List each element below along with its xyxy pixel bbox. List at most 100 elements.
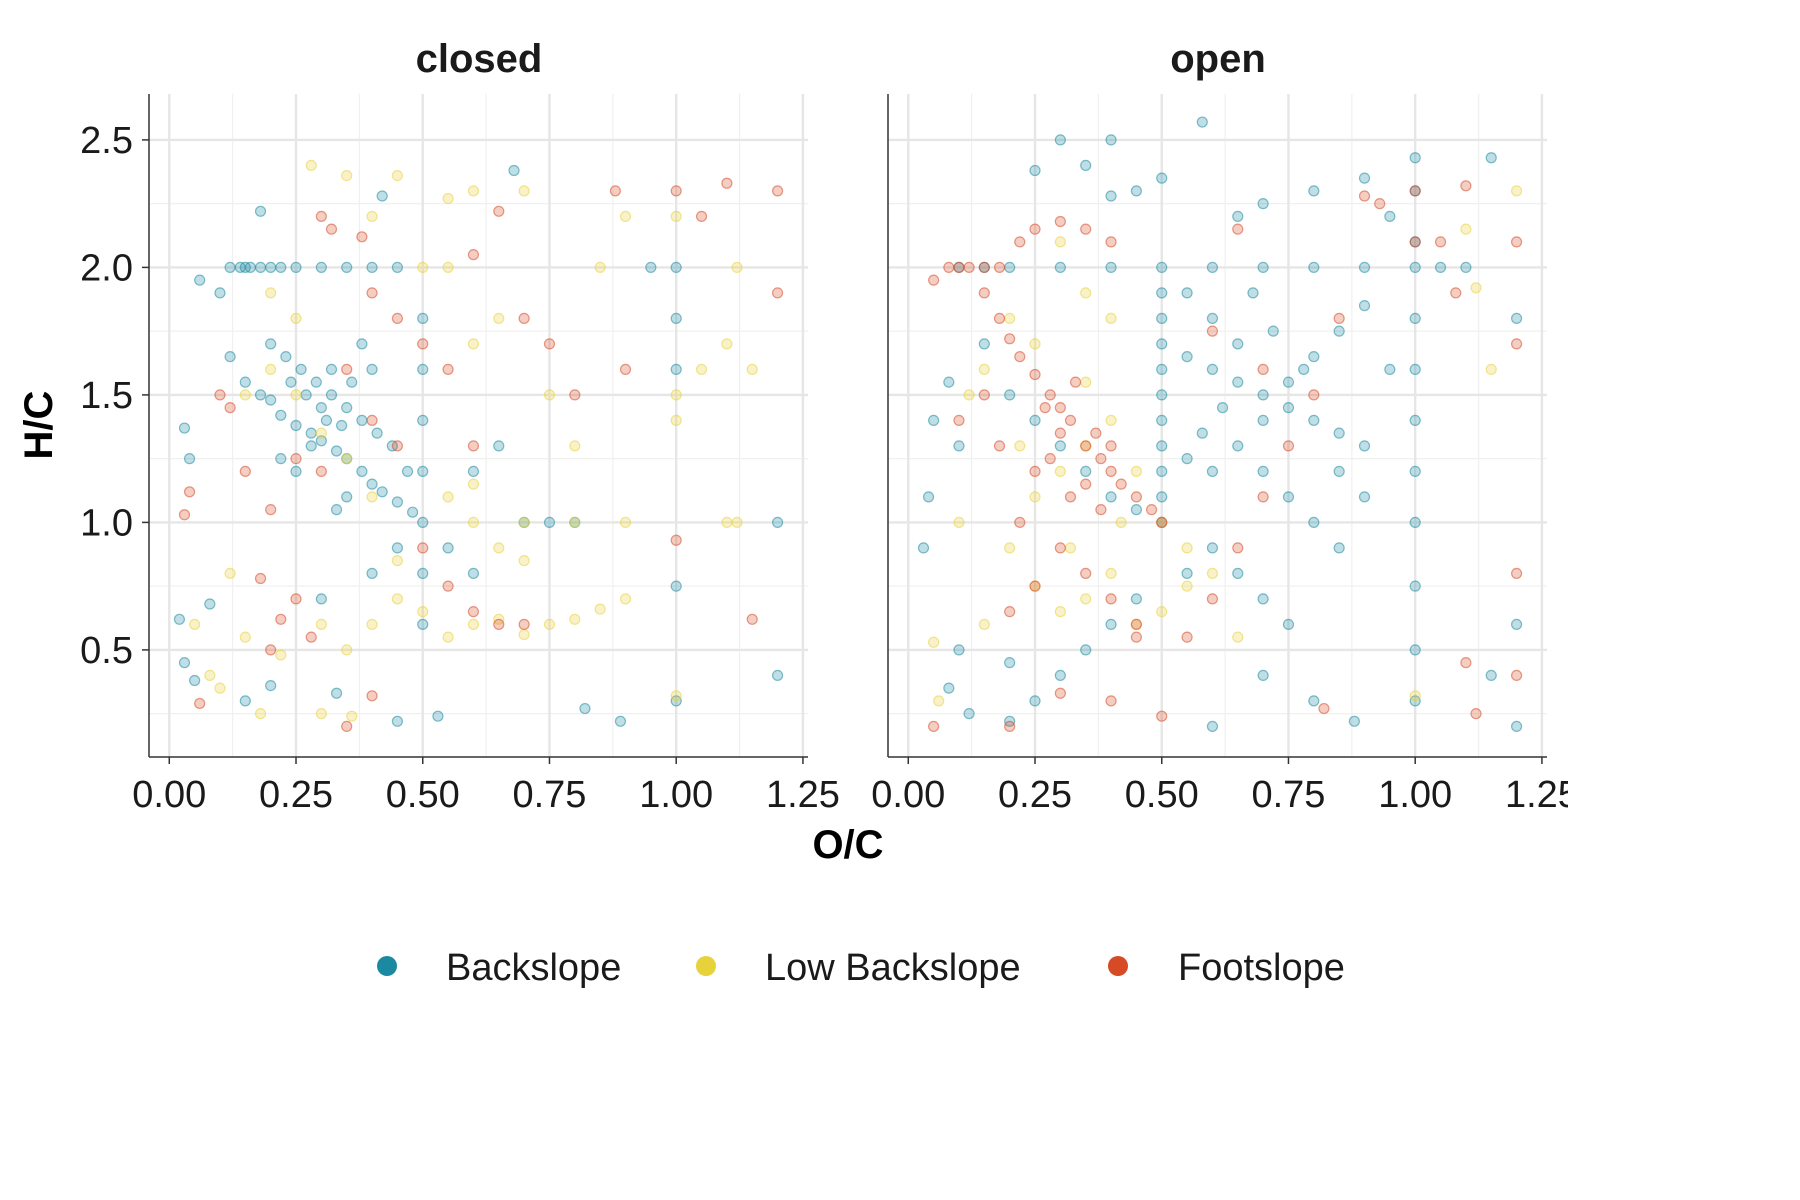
- x-tick-label: 1.00: [1378, 774, 1452, 816]
- point-backslope: [978, 338, 990, 350]
- point-backslope: [1196, 116, 1208, 128]
- point-backslope: [1409, 644, 1421, 656]
- point-footslope: [1374, 198, 1386, 210]
- x-axis-title: O/C: [812, 823, 883, 867]
- point-backslope: [366, 478, 378, 490]
- point-backslope: [467, 567, 480, 580]
- point-backslope: [1181, 351, 1193, 363]
- point-backslope: [1232, 210, 1244, 222]
- point-backslope: [1257, 465, 1269, 477]
- point-footslope: [1064, 414, 1077, 426]
- point-footslope: [1029, 223, 1041, 235]
- point-low-backslope: [467, 618, 480, 631]
- point-low-backslope: [315, 427, 327, 439]
- point-footslope: [391, 440, 403, 452]
- x-tick-label: 0.00: [871, 774, 945, 816]
- point-backslope: [1409, 152, 1421, 164]
- point-low-backslope: [1156, 606, 1168, 618]
- point-footslope: [1434, 236, 1447, 248]
- point-backslope: [366, 363, 378, 375]
- point-backslope: [417, 618, 429, 631]
- point-backslope: [265, 394, 277, 406]
- point-low-backslope: [619, 593, 632, 605]
- point-backslope: [356, 414, 368, 426]
- axes-open: 0.00 0.25 0.50 0.75 1.00 1.25: [871, 94, 1568, 816]
- point-footslope: [1105, 236, 1117, 248]
- point-backslope: [670, 312, 682, 324]
- point-backslope: [943, 682, 955, 694]
- point-backslope: [285, 376, 297, 388]
- point-footslope: [1206, 325, 1219, 337]
- point-low-backslope: [518, 555, 530, 567]
- point-low-backslope: [275, 649, 287, 661]
- legend-key-backslope: [377, 956, 397, 976]
- point-footslope: [1105, 695, 1117, 707]
- point-backslope: [1206, 363, 1219, 375]
- point-footslope: [1145, 504, 1158, 516]
- point-backslope: [1181, 453, 1193, 465]
- point-backslope: [1156, 465, 1168, 477]
- point-footslope: [1232, 223, 1244, 235]
- point-footslope: [1080, 223, 1092, 235]
- point-low-backslope: [1080, 376, 1092, 388]
- point-footslope: [1181, 631, 1193, 643]
- point-backslope: [254, 389, 267, 401]
- point-backslope: [493, 440, 505, 452]
- point-backslope: [315, 593, 327, 605]
- point-backslope: [1358, 261, 1371, 273]
- point-low-backslope: [953, 516, 965, 529]
- point-backslope: [330, 504, 343, 516]
- point-backslope: [1333, 542, 1345, 554]
- point-footslope: [543, 338, 556, 350]
- point-low-backslope: [1105, 414, 1117, 426]
- point-footslope: [928, 274, 940, 286]
- point-backslope: [417, 465, 429, 477]
- point-backslope: [1156, 440, 1168, 452]
- point-low-backslope: [467, 516, 480, 529]
- point-footslope: [391, 312, 403, 324]
- point-footslope: [254, 572, 267, 585]
- point-footslope: [953, 414, 965, 426]
- point-low-backslope: [978, 363, 990, 375]
- point-footslope: [1039, 402, 1051, 414]
- point-low-backslope: [1105, 312, 1117, 324]
- point-footslope: [943, 261, 955, 273]
- point-low-backslope: [346, 710, 358, 722]
- point-footslope: [1318, 702, 1330, 715]
- point-backslope: [1308, 185, 1320, 197]
- faceted-scatter-chart: closed open 0.00 0.25 0.50 0.75 1.00 1.25 0.5 1…: [17, 37, 1568, 989]
- point-backslope: [310, 376, 322, 388]
- point-backslope: [1004, 261, 1016, 273]
- point-backslope: [417, 414, 429, 426]
- axes-closed: 0.00 0.25 0.50 0.75 1.00 1.25 0.5 1.0 1.5 2.0 2.5: [80, 94, 840, 816]
- point-backslope: [224, 351, 236, 363]
- point-footslope: [366, 414, 378, 426]
- point-footslope: [290, 593, 302, 605]
- point-backslope: [1333, 465, 1345, 477]
- point-footslope: [1064, 491, 1077, 503]
- point-backslope: [1358, 172, 1371, 184]
- point-backslope: [178, 422, 191, 434]
- point-footslope: [265, 644, 277, 656]
- point-backslope: [330, 445, 343, 457]
- point-backslope: [1308, 695, 1320, 707]
- point-footslope: [978, 389, 990, 401]
- point-backslope: [1257, 389, 1269, 401]
- point-low-backslope: [1080, 287, 1092, 299]
- point-backslope: [254, 205, 267, 217]
- point-footslope: [1105, 593, 1117, 605]
- point-low-backslope: [315, 708, 327, 720]
- point-backslope: [1156, 261, 1168, 273]
- point-low-backslope: [1064, 542, 1077, 554]
- point-backslope: [1485, 152, 1497, 164]
- point-backslope: [670, 261, 682, 273]
- point-backslope: [1232, 376, 1244, 388]
- point-backslope: [1384, 210, 1396, 222]
- point-footslope: [1004, 720, 1016, 733]
- point-backslope: [214, 287, 226, 299]
- point-backslope: [417, 516, 429, 529]
- point-low-backslope: [978, 618, 990, 631]
- point-backslope: [346, 376, 358, 388]
- point-low-backslope: [933, 695, 945, 707]
- point-backslope: [391, 715, 403, 727]
